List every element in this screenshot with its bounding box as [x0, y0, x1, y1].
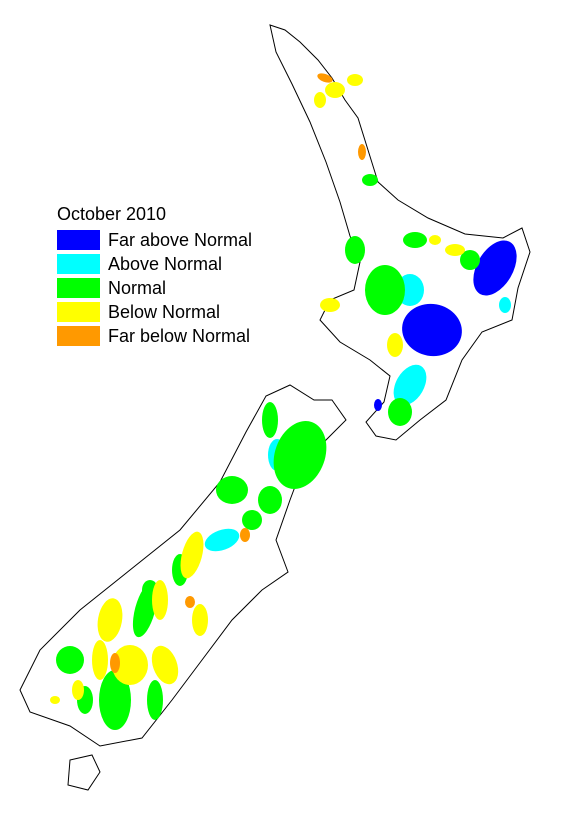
region	[473, 240, 517, 296]
legend-swatch	[57, 326, 100, 346]
region	[429, 235, 441, 245]
region	[365, 265, 405, 315]
legend-swatch	[57, 302, 100, 322]
region	[112, 645, 148, 685]
regions	[50, 73, 517, 730]
region	[362, 174, 378, 186]
legend-title: October 2010	[57, 204, 166, 224]
region	[262, 402, 278, 438]
region	[347, 74, 363, 86]
region	[240, 528, 250, 542]
region	[180, 531, 204, 579]
region	[99, 670, 131, 730]
region	[499, 297, 511, 313]
region	[460, 250, 480, 270]
legend-label: Above Normal	[108, 254, 222, 274]
region	[72, 680, 84, 700]
region	[152, 580, 168, 620]
stewart-island	[67, 754, 101, 791]
legend-label: Normal	[108, 278, 166, 298]
region	[258, 486, 282, 514]
region	[317, 73, 333, 83]
region	[325, 82, 345, 98]
region	[242, 510, 262, 530]
region	[403, 232, 427, 248]
region	[216, 476, 248, 504]
region	[320, 298, 340, 312]
region	[204, 528, 240, 552]
legend-label: Below Normal	[108, 302, 220, 322]
region	[358, 144, 366, 160]
legend-swatch	[57, 254, 100, 274]
region	[402, 303, 462, 357]
region	[345, 236, 365, 264]
region	[147, 680, 163, 720]
legend-swatch	[57, 230, 100, 250]
region	[50, 696, 60, 704]
region	[97, 598, 123, 642]
legend-label: Far above Normal	[108, 230, 252, 250]
region	[185, 596, 195, 608]
region	[56, 646, 84, 674]
region	[445, 244, 465, 256]
region	[110, 653, 120, 673]
region	[388, 398, 412, 426]
region	[314, 92, 326, 108]
region	[387, 333, 403, 357]
region	[151, 645, 179, 685]
region	[192, 604, 208, 636]
legend: October 2010 Far above Normal Above Norma…	[57, 204, 252, 346]
region	[393, 364, 427, 406]
legend-swatch	[57, 278, 100, 298]
region	[273, 421, 327, 489]
region	[92, 640, 108, 680]
region	[374, 399, 382, 411]
legend-label: Far below Normal	[108, 326, 250, 346]
